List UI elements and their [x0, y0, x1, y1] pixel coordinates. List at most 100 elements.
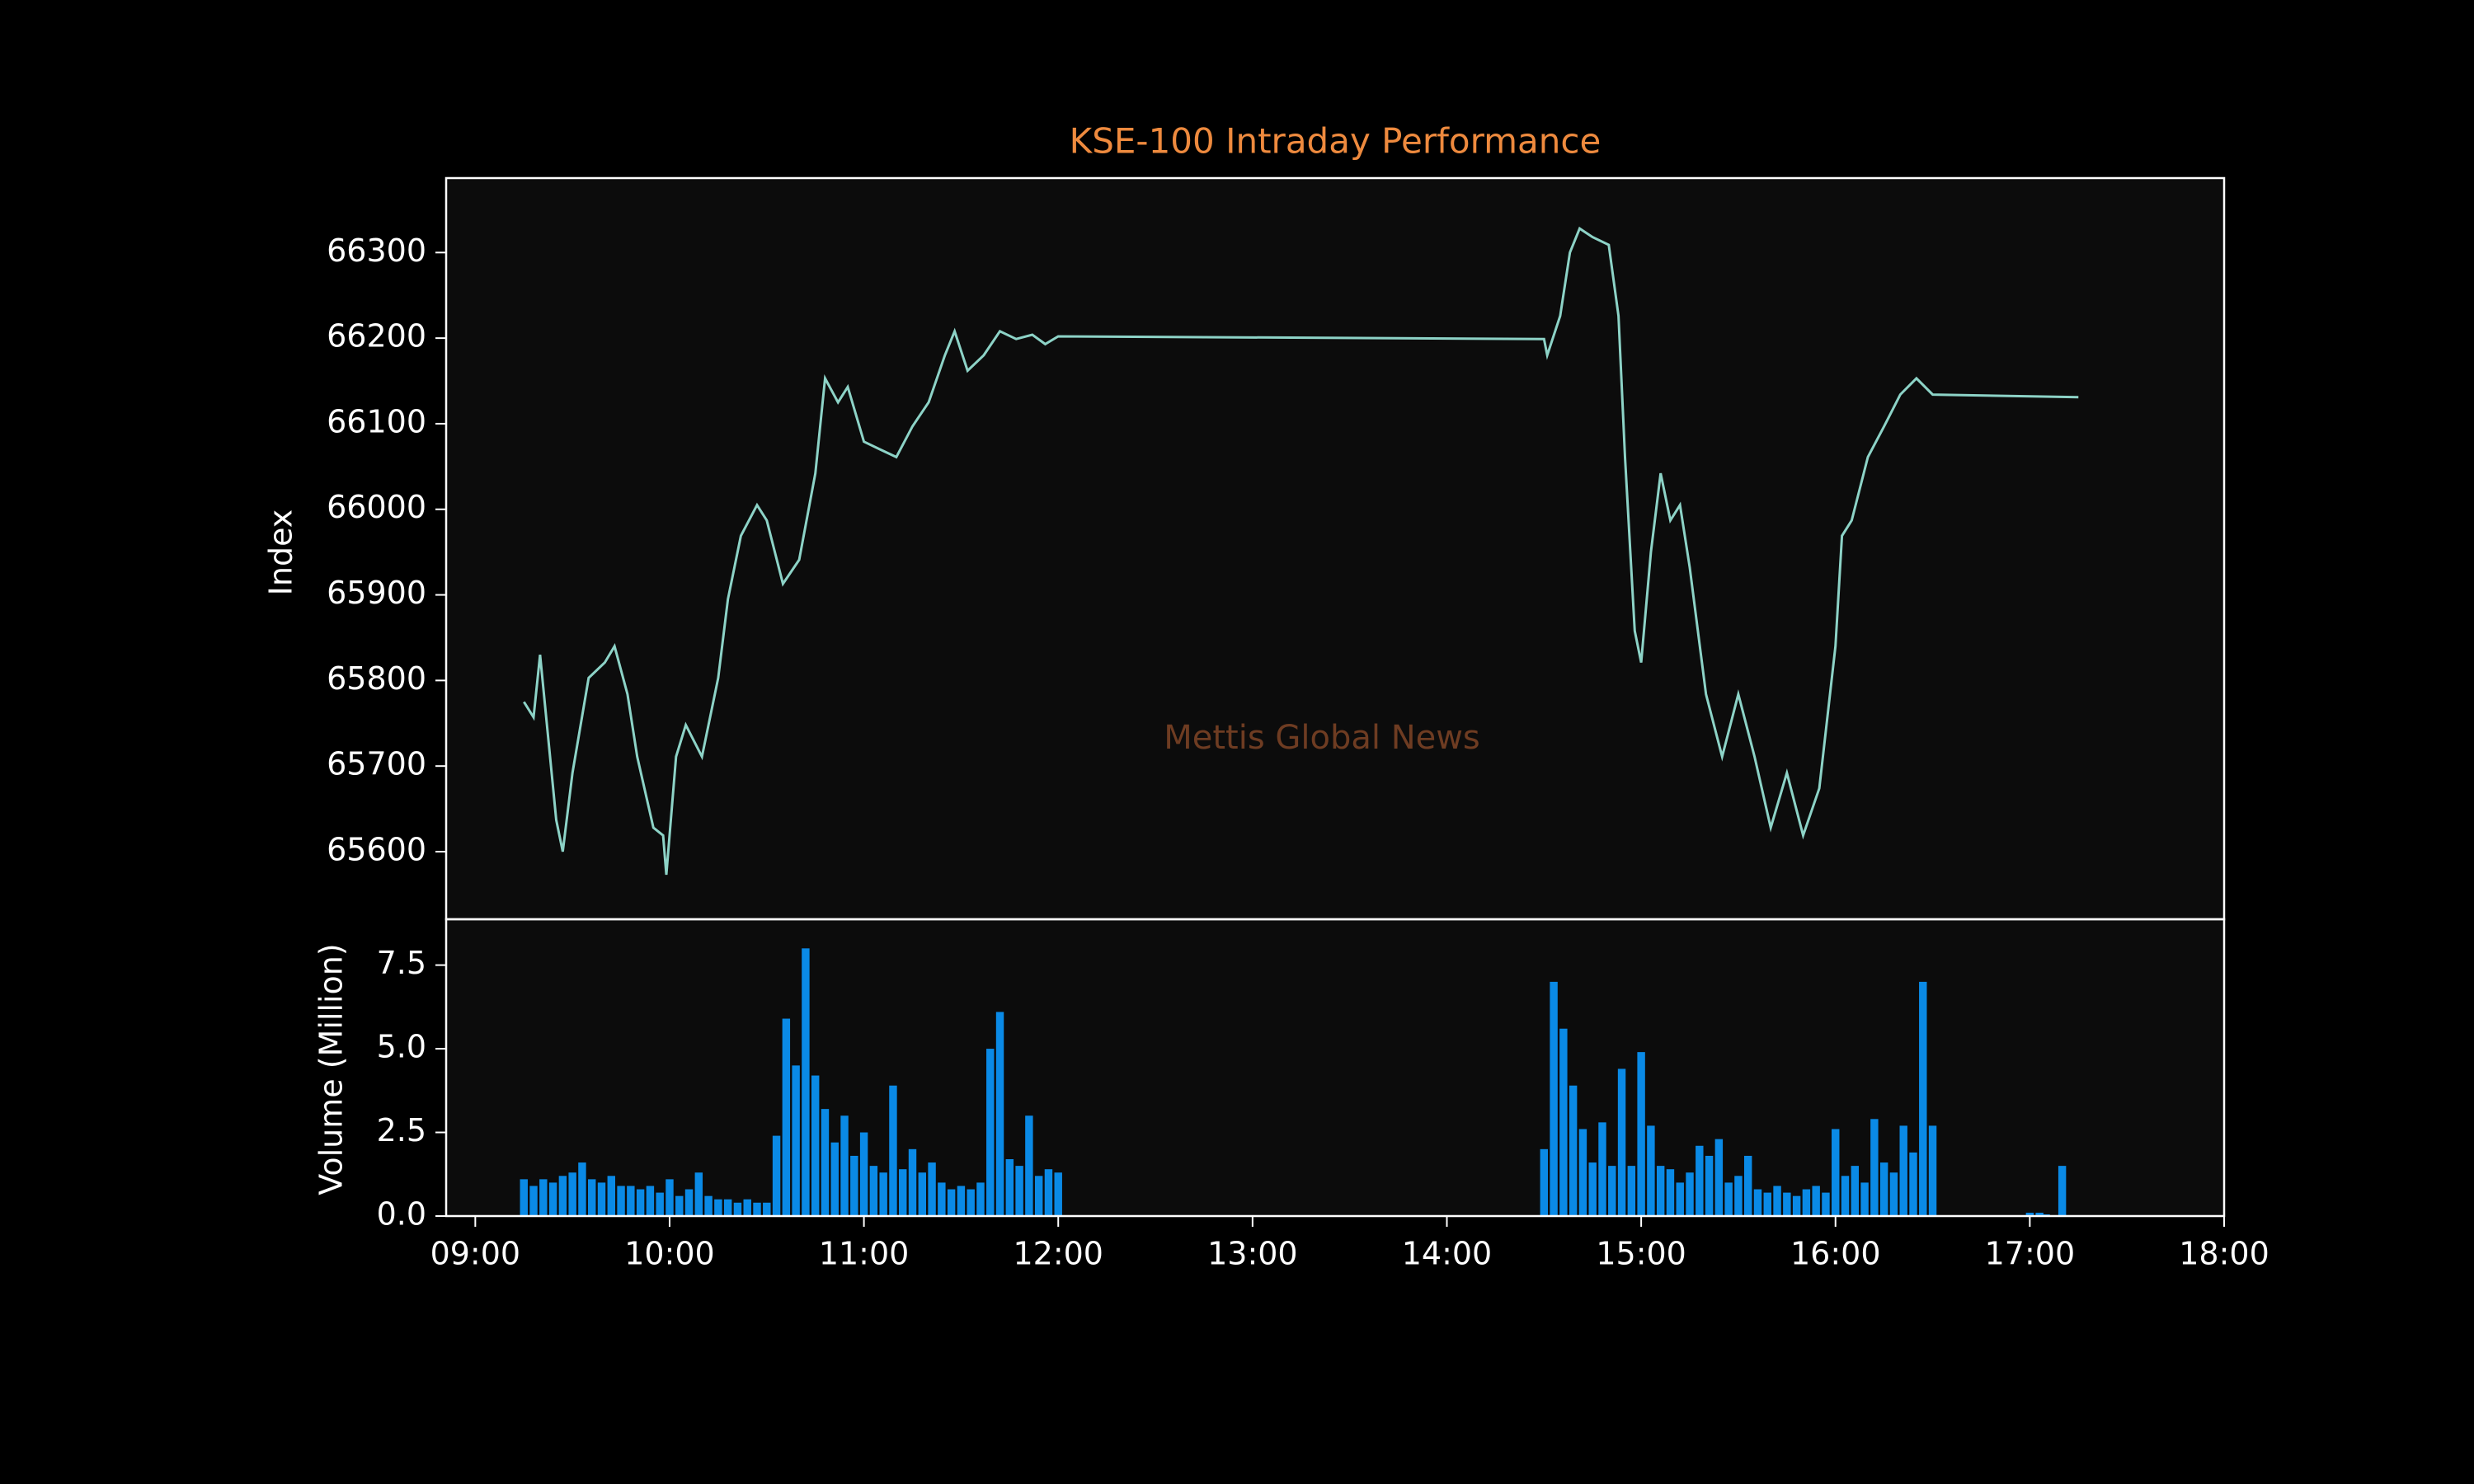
volume-bar [723, 1199, 732, 1216]
volume-bar [995, 1012, 1004, 1216]
y-tick-label: 66100 [327, 403, 426, 439]
y-tick-label: 66200 [327, 318, 426, 355]
volume-bar [694, 1172, 703, 1216]
x-tick-label: 16:00 [1790, 1236, 1881, 1272]
volume-bar [869, 1166, 878, 1216]
x-tick-label: 11:00 [819, 1236, 910, 1272]
volume-bar [539, 1179, 548, 1216]
x-tick-label: 09:00 [430, 1236, 521, 1272]
volume-bar [1724, 1182, 1733, 1216]
volume-bar [1666, 1169, 1675, 1216]
volume-bar [1034, 1176, 1043, 1216]
volume-bar [704, 1195, 713, 1216]
x-tick-label: 17:00 [1985, 1236, 2076, 1272]
volume-bar [607, 1176, 615, 1216]
volume-bar [1015, 1166, 1023, 1216]
volume-bar [1598, 1122, 1606, 1216]
volume-bar [1928, 1125, 1937, 1216]
y-tick-label: 2.5 [377, 1112, 426, 1148]
volume-bar [889, 1085, 897, 1216]
volume-bar [976, 1182, 985, 1216]
volume-bar [802, 948, 810, 1216]
volume-bar [1899, 1125, 1907, 1216]
volume-bar [1627, 1166, 1636, 1216]
volume-bar [879, 1172, 887, 1216]
chart-title: KSE-100 Intraday Performance [1070, 121, 1602, 162]
volume-bar [1743, 1155, 1752, 1216]
volume-bar [1714, 1139, 1724, 1216]
y-tick-label: 65800 [327, 660, 426, 697]
volume-bar [1753, 1189, 1762, 1216]
volume-bar [1608, 1166, 1616, 1216]
volume-bar [627, 1186, 635, 1216]
y-tick-label: 65700 [327, 746, 426, 782]
index-line [523, 226, 2079, 876]
y-tick-label: 0.0 [377, 1196, 426, 1233]
x-tick-label: 13:00 [1207, 1236, 1298, 1272]
volume-bar [597, 1182, 606, 1216]
volume-bar [1792, 1195, 1801, 1216]
y-axis-label: Index [263, 510, 299, 596]
volume-bar [1822, 1192, 1830, 1216]
volume-bar [908, 1148, 917, 1216]
volume-bar [529, 1186, 538, 1216]
volume-bar [1578, 1129, 1587, 1216]
volume-bar [1802, 1189, 1811, 1216]
volume-bar [947, 1189, 956, 1216]
volume-bar [2025, 1212, 2034, 1216]
volume-bar [548, 1182, 557, 1216]
y-tick-label: 66300 [327, 232, 426, 269]
volume-bar [1647, 1125, 1655, 1216]
volume-bar [928, 1162, 936, 1216]
volume-bar [899, 1169, 907, 1216]
volume-bar [967, 1189, 975, 1216]
watermark: Mettis Global News [1164, 719, 1480, 757]
volume-bar [1588, 1162, 1597, 1216]
y-tick-label: 66000 [327, 489, 426, 525]
bottom-plot-area [446, 919, 2224, 1216]
volume-bar [957, 1186, 966, 1216]
y-tick-label: 7.5 [377, 945, 426, 981]
y-tick-label: 5.0 [377, 1029, 426, 1065]
x-tick-label: 10:00 [624, 1236, 715, 1272]
x-tick-label: 14:00 [1402, 1236, 1493, 1272]
x-tick-label: 15:00 [1596, 1236, 1686, 1272]
volume-bar [1044, 1169, 1053, 1216]
volume-bar [636, 1189, 645, 1216]
volume-bar [918, 1172, 927, 1216]
volume-bar [1656, 1166, 1665, 1216]
volume-bar [646, 1186, 655, 1216]
volume-bar [1734, 1176, 1743, 1216]
volume-bar [1569, 1085, 1578, 1216]
volume-bar [1559, 1028, 1568, 1216]
volume-bar [763, 1202, 771, 1216]
volume-bar [938, 1182, 946, 1216]
volume-bar [684, 1189, 694, 1216]
volume-bar [1909, 1152, 1917, 1216]
volume-bar [1889, 1172, 1898, 1216]
top-plot-area [446, 178, 2224, 919]
volume-bar [1851, 1166, 1860, 1216]
y-axis-label: Volume (Million) [313, 943, 350, 1195]
volume-bar [1637, 1052, 1645, 1216]
volume-bar [1870, 1119, 1879, 1216]
volume-bar [792, 1065, 800, 1216]
volume-bar [1676, 1182, 1684, 1216]
volume-bar [830, 1142, 839, 1216]
volume-bar [1617, 1068, 1626, 1216]
volume-bar [1832, 1129, 1840, 1216]
volume-bar [1812, 1186, 1820, 1216]
volume-bar [568, 1172, 576, 1216]
volume-bar [1773, 1186, 1781, 1216]
volume-bar [578, 1162, 586, 1216]
volume-bar [1540, 1148, 1549, 1216]
volume-bar [1919, 981, 1927, 1216]
volume-bar [1879, 1162, 1888, 1216]
volume-bar [617, 1186, 625, 1216]
volume-bar [1005, 1159, 1014, 1216]
x-tick-label: 18:00 [2179, 1236, 2269, 1272]
volume-bar [772, 1135, 781, 1216]
volume-bar [1841, 1176, 1850, 1216]
